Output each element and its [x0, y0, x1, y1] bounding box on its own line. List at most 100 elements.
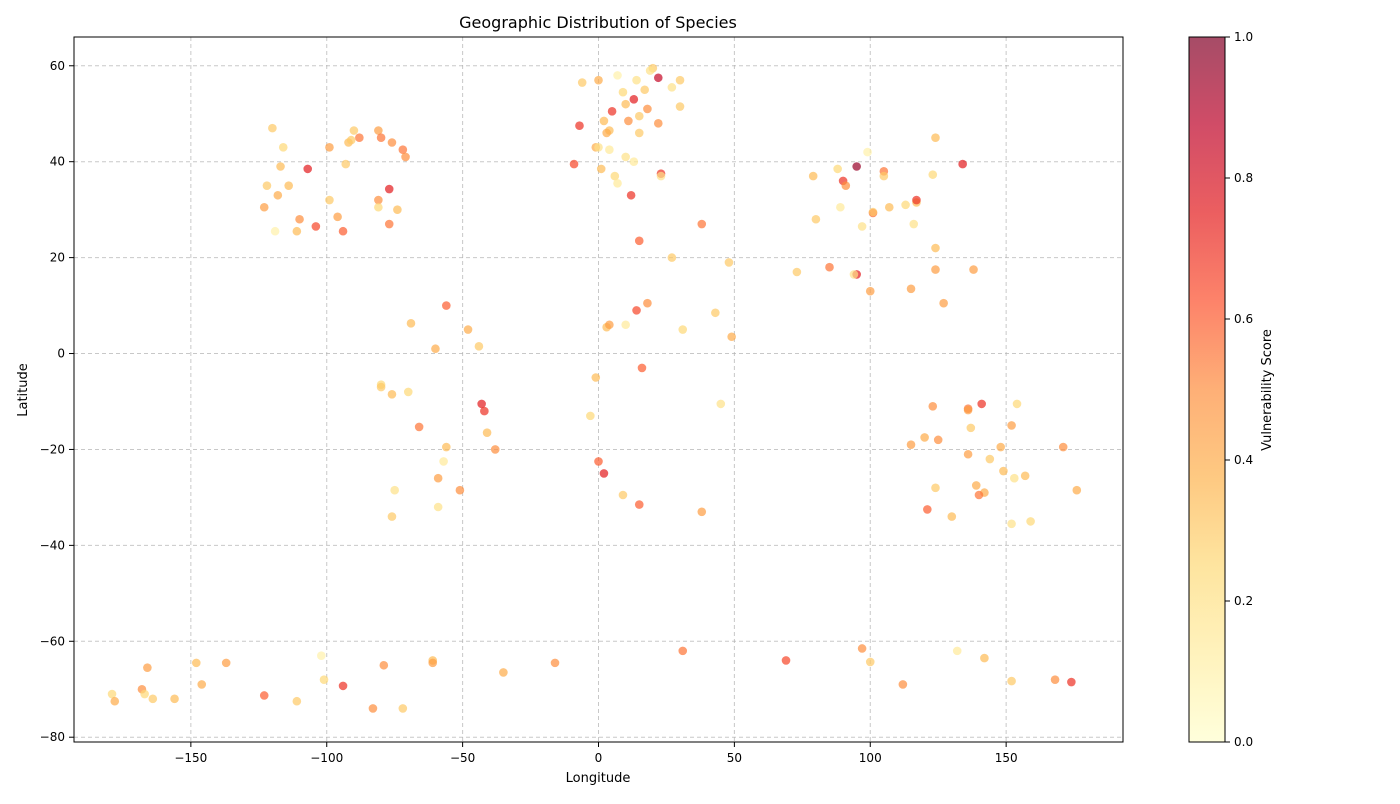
- species-point: [640, 85, 649, 95]
- species-point: [474, 342, 484, 351]
- species-point: [292, 696, 302, 706]
- species-point: [480, 406, 489, 416]
- species-point: [727, 332, 736, 342]
- species-point: [341, 159, 351, 169]
- species-point: [653, 119, 663, 128]
- colorbar-tick-label: 0.4: [1234, 453, 1253, 467]
- colorbar-ticks: 0.0 0.2 0.4 0.6 0.8 1.0: [1225, 30, 1253, 749]
- species-point: [376, 382, 386, 392]
- colorbar-tick-label: 0.2: [1234, 594, 1253, 608]
- species-point: [879, 171, 889, 181]
- species-point: [833, 164, 842, 174]
- x-tick-label: 0: [595, 751, 603, 765]
- species-point: [170, 694, 179, 704]
- species-point: [586, 411, 595, 421]
- species-point: [433, 473, 443, 483]
- species-point: [325, 143, 334, 152]
- species-point: [852, 162, 861, 171]
- species-point: [629, 95, 639, 104]
- species-point: [1020, 471, 1030, 481]
- species-point: [575, 121, 584, 131]
- y-tick-label: −20: [40, 442, 65, 456]
- species-point: [1012, 399, 1022, 409]
- species-point: [931, 483, 940, 493]
- species-point: [697, 219, 707, 229]
- species-point: [379, 660, 389, 670]
- species-point: [594, 75, 603, 85]
- species-point: [836, 202, 845, 212]
- species-point: [634, 500, 644, 509]
- species-point: [148, 694, 158, 704]
- species-point: [1007, 519, 1016, 529]
- colorbar-tick-label: 0.6: [1234, 312, 1253, 326]
- species-point: [634, 111, 644, 121]
- species-point: [678, 325, 688, 334]
- species-point: [303, 164, 313, 174]
- x-tick-label: −100: [310, 751, 343, 765]
- species-point: [374, 126, 383, 135]
- colorbar-tick-label: 0.8: [1234, 171, 1253, 185]
- species-point: [433, 502, 443, 512]
- species-point: [618, 490, 628, 500]
- species-point: [645, 66, 655, 75]
- species-point: [499, 668, 508, 677]
- species-point: [607, 107, 617, 116]
- species-point: [969, 265, 978, 274]
- species-point: [999, 466, 1008, 476]
- species-point: [390, 485, 399, 495]
- species-point: [140, 689, 149, 699]
- species-point: [808, 171, 818, 181]
- species-point: [980, 653, 989, 663]
- species-point: [931, 265, 940, 274]
- species-point: [110, 696, 120, 706]
- species-point: [621, 320, 630, 330]
- y-tick-label: −40: [40, 538, 65, 552]
- species-point: [384, 184, 394, 194]
- species-point: [939, 298, 948, 308]
- species-point: [605, 320, 614, 330]
- species-point: [653, 73, 663, 83]
- species-point: [958, 159, 967, 169]
- species-point: [634, 236, 644, 246]
- species-point: [401, 152, 410, 162]
- species-point: [594, 143, 603, 152]
- species-point: [406, 319, 416, 328]
- species-point: [643, 298, 652, 308]
- colorbar-tick-label: 0.0: [1234, 735, 1253, 749]
- species-point: [273, 190, 283, 200]
- species-point: [697, 507, 707, 517]
- species-point: [825, 262, 834, 272]
- species-point: [952, 646, 962, 656]
- species-point: [928, 401, 938, 411]
- species-point: [278, 143, 288, 152]
- species-point: [857, 222, 867, 231]
- species-point: [338, 226, 348, 236]
- species-point: [610, 171, 620, 181]
- species-point: [621, 152, 630, 162]
- x-tick-label: 100: [859, 751, 882, 765]
- chart-title: Geographic Distribution of Species: [459, 13, 737, 32]
- species-point: [569, 159, 579, 169]
- species-point: [947, 512, 957, 521]
- species-point: [716, 399, 726, 409]
- species-point: [931, 243, 940, 253]
- y-tick-label: 0: [57, 347, 65, 361]
- species-point: [602, 128, 611, 138]
- species-point: [107, 689, 117, 699]
- y-tick-label: −80: [40, 730, 65, 744]
- species-point: [613, 178, 622, 188]
- species-point: [1026, 517, 1035, 526]
- species-point: [311, 222, 321, 231]
- y-tick-label: −60: [40, 634, 65, 648]
- species-point: [591, 373, 601, 382]
- species-point: [333, 212, 342, 222]
- colorbar-tick-label: 1.0: [1234, 30, 1253, 44]
- x-tick-label: 150: [995, 751, 1018, 765]
- species-point: [1072, 485, 1082, 495]
- y-axis-ticks: −80 −60 −40 −20 0 20 40 60: [40, 59, 74, 744]
- species-point: [724, 258, 734, 267]
- species-point: [550, 658, 560, 668]
- species-point: [387, 512, 397, 521]
- x-tick-label: −150: [174, 751, 207, 765]
